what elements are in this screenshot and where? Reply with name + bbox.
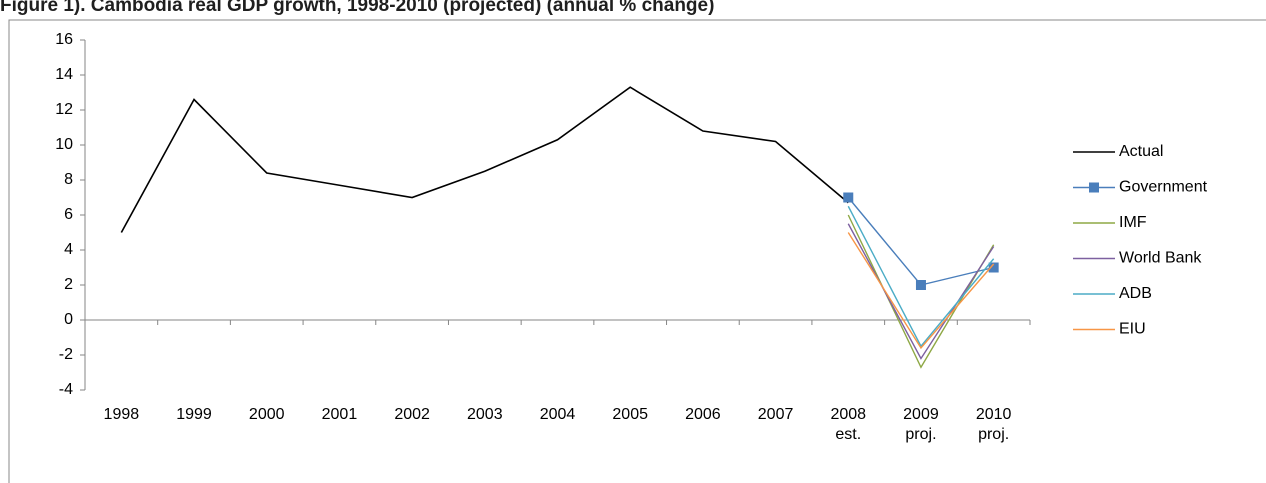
x-tick-label-line: 2006 bbox=[685, 406, 721, 423]
chart-title: Figure 1). Cambodia real GDP growth, 199… bbox=[0, 0, 714, 16]
x-tick-label: 2000 bbox=[249, 406, 285, 423]
x-tick-label: 1999 bbox=[176, 406, 212, 423]
y-tick-label: 4 bbox=[64, 241, 73, 258]
y-tick-label: 16 bbox=[55, 31, 73, 48]
series-line bbox=[847, 197, 994, 286]
legend-label: Government bbox=[1119, 179, 1208, 196]
x-tick-label-line: 1998 bbox=[104, 406, 140, 423]
x-tick-label-line: proj. bbox=[978, 426, 1009, 443]
x-tick-label-line: 2005 bbox=[612, 406, 648, 423]
x-tick-label: 1998 bbox=[104, 406, 140, 423]
y-tick-label: 8 bbox=[64, 171, 73, 188]
point-marker bbox=[988, 262, 999, 273]
x-tick-label-line: 2009 bbox=[903, 406, 939, 423]
point-marker bbox=[843, 192, 854, 203]
x-tick-label-line: 2003 bbox=[467, 406, 503, 423]
series-line bbox=[847, 205, 995, 348]
y-tick-label: 12 bbox=[55, 101, 73, 118]
series-line bbox=[847, 232, 995, 350]
x-tick-label-line: 2002 bbox=[394, 406, 430, 423]
x-tick-label: 2007 bbox=[758, 406, 794, 423]
x-tick-label: 2003 bbox=[467, 406, 503, 423]
y-tick-label: 14 bbox=[55, 66, 73, 83]
x-tick-label: 2010 proj. bbox=[976, 406, 1012, 443]
y-tick-label: 6 bbox=[64, 206, 73, 223]
x-tick-label: 2009 proj. bbox=[903, 406, 939, 443]
y-tick-label: 10 bbox=[55, 136, 73, 153]
y-tick-label: -2 bbox=[59, 346, 73, 363]
chart-frame bbox=[8, 19, 1266, 483]
x-tick-label-line: 2008 bbox=[830, 406, 866, 423]
x-tick-label-line: proj. bbox=[905, 426, 936, 443]
x-tick-label-line: 2001 bbox=[322, 406, 358, 423]
x-tick-label: 2008 est. bbox=[830, 406, 866, 443]
legend-label: Actual bbox=[1119, 143, 1163, 160]
point-marker bbox=[915, 280, 926, 290]
legend-label: EIU bbox=[1119, 321, 1146, 338]
legend-label: World Bank bbox=[1119, 250, 1202, 267]
y-tick-label: 0 bbox=[64, 311, 73, 328]
series-line bbox=[120, 86, 849, 233]
x-tick-label: 2001 bbox=[322, 406, 358, 423]
x-tick-label: 2004 bbox=[540, 406, 576, 423]
x-tick-label-line: 1999 bbox=[176, 406, 212, 423]
legend-marker bbox=[1089, 182, 1099, 193]
x-tick-label-line: 2004 bbox=[540, 406, 576, 423]
x-tick-label-line: 2007 bbox=[758, 406, 794, 423]
x-tick-label: 2005 bbox=[612, 406, 648, 423]
x-tick-label-line: est. bbox=[835, 426, 861, 443]
y-tick-label: 2 bbox=[64, 276, 73, 293]
x-tick-label-line: 2010 bbox=[976, 406, 1012, 423]
series-line bbox=[847, 214, 995, 369]
legend-label: IMF bbox=[1119, 214, 1147, 231]
legend-label: ADB bbox=[1119, 285, 1152, 302]
x-tick-label-line: 2000 bbox=[249, 406, 285, 423]
x-tick-label: 2006 bbox=[685, 406, 721, 423]
series-line bbox=[847, 223, 995, 360]
y-tick-label: -4 bbox=[59, 381, 73, 398]
x-tick-label: 2002 bbox=[394, 406, 430, 423]
